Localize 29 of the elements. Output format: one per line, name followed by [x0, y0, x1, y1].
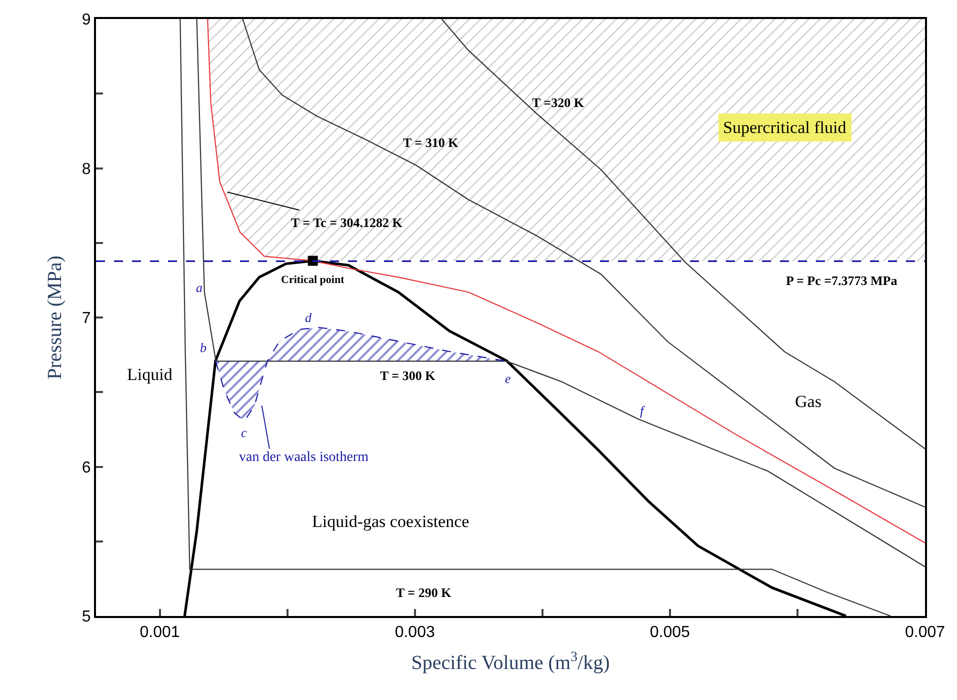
- x-axis-title: Specific Volume (m$^{3}$/kg): [411, 650, 610, 674]
- annotation: Liquid-gas coexistence: [312, 512, 470, 531]
- annotation: van der waals isotherm: [239, 450, 369, 465]
- y-tick-label: 7: [82, 310, 91, 328]
- annotation: Gas: [795, 392, 822, 411]
- annotation: d: [305, 310, 312, 325]
- annotation: T = 300 K: [380, 368, 436, 383]
- annotation: f: [640, 403, 646, 418]
- annotation: T = 310 K: [403, 135, 460, 150]
- x-tick-label: 0.007: [904, 624, 946, 642]
- annotation: T = 290 K: [396, 585, 452, 600]
- annotation: Critical point: [281, 274, 345, 286]
- annotation: e: [505, 371, 511, 386]
- ref-line-label: P = Pc =7.3773 MPa: [786, 273, 898, 288]
- y-tick-label: 6: [82, 459, 91, 476]
- annotation: Liquid: [127, 365, 173, 384]
- y-tick-label: 9: [82, 12, 91, 29]
- annotation: T =320 K: [532, 95, 585, 110]
- y-axis-title: Pressure (MPa): [44, 256, 66, 380]
- x-tick-label: 0.001: [140, 624, 180, 642]
- x-tick-label: 0.005: [650, 624, 690, 642]
- annotation: b: [200, 340, 207, 355]
- annotation: T = Tc = 304.1282 K: [291, 215, 404, 230]
- x-tick-label: 0.003: [394, 624, 435, 642]
- annotation: c: [241, 425, 247, 440]
- annotation: a: [196, 280, 203, 295]
- annotation: Supercritical fluid: [723, 118, 847, 137]
- y-tick-label: 8: [82, 160, 91, 178]
- y-tick-label: 5: [82, 608, 91, 626]
